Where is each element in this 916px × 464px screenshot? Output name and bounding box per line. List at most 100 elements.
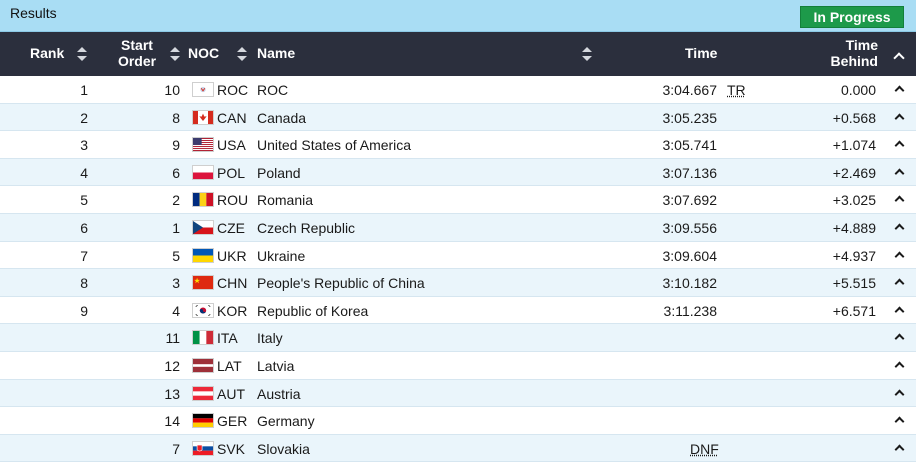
start-order-cell: 7 (172, 440, 180, 457)
expand-row-chevron-up-icon[interactable] (894, 140, 904, 148)
sort-name-icon[interactable] (582, 47, 592, 61)
expand-row-chevron-up-icon[interactable] (894, 223, 904, 231)
start-order-header-line2: Order (117, 53, 157, 69)
athlete-name-cell: Ukraine (257, 247, 306, 264)
expand-row-chevron-up-icon[interactable] (894, 444, 904, 452)
noc-cell: LAT (217, 357, 242, 374)
record-note[interactable]: TR (727, 82, 746, 98)
table-row[interactable]: 12 LAT Latvia (0, 352, 916, 380)
rank-cell: 2 (80, 109, 88, 126)
results-title: Results (10, 5, 57, 21)
table-row[interactable]: 4 6 POL Poland 3:07.136 +2.469 (0, 158, 916, 187)
athlete-name-cell: Romania (257, 192, 314, 209)
time-cell: 3:11.238 (663, 302, 717, 319)
time-behind-cell: +4.937 (832, 247, 876, 264)
expand-row-chevron-up-icon[interactable] (894, 278, 904, 286)
canada-flag-icon (192, 109, 214, 125)
china-flag-icon (192, 275, 214, 291)
table-row[interactable]: 9 4 KOR Republic of Korea 3:11.238 +6.571 (0, 297, 916, 325)
korea-flag-icon (192, 302, 214, 318)
start-order-cell: 2 (172, 192, 180, 209)
usa-flag-icon (192, 137, 214, 153)
rank-cell: 9 (80, 302, 88, 319)
expand-row-chevron-up-icon[interactable] (894, 168, 904, 176)
table-row[interactable]: 2 8 CAN Canada 3:05.235 +0.568 (0, 103, 916, 132)
athlete-name-cell: Italy (257, 330, 283, 347)
time-behind-header-line1: Time (845, 37, 878, 53)
expand-row-chevron-up-icon[interactable] (894, 333, 904, 341)
sort-start-order-icon[interactable] (170, 47, 180, 61)
noc-cell: CHN (217, 275, 248, 292)
athlete-name-cell: ROC (257, 82, 289, 98)
table-row[interactable]: 1 10 ROC ROC 3:04.667 TR 0.000 (0, 76, 916, 104)
time-column-header: Time (685, 45, 718, 61)
noc-cell: POL (217, 164, 246, 181)
time-behind-header-line2: Behind (830, 53, 878, 69)
rank-cell: 8 (80, 275, 88, 292)
table-row[interactable]: 7 5 UKR Ukraine 3:09.604 +4.937 (0, 242, 916, 270)
noc-cell: CZE (217, 219, 245, 236)
time-cell: 3:05.741 (662, 137, 718, 154)
start-order-cell: 3 (172, 275, 180, 292)
table-row[interactable]: 13 AUT Austria (0, 379, 916, 408)
start-order-cell: 10 (164, 82, 180, 98)
expand-row-chevron-up-icon[interactable] (894, 361, 904, 369)
table-row[interactable]: 8 3 CHN People's Republic of China 3:10.182 +… (0, 269, 916, 297)
time-cell: 3:10.182 (662, 275, 718, 292)
expand-row-chevron-up-icon[interactable] (894, 416, 904, 424)
expand-row-chevron-up-icon[interactable] (894, 195, 904, 203)
table-row[interactable]: 6 1 CZE Czech Republic 3:09.556 +4.889 (0, 213, 916, 242)
expand-row-chevron-up-icon[interactable] (894, 251, 904, 259)
start-order-column-header[interactable]: Start Order (118, 37, 156, 69)
slovakia-flag-icon (192, 440, 214, 456)
noc-column-header[interactable]: NOC (188, 45, 220, 61)
athlete-name-cell: Republic of Korea (257, 302, 369, 319)
time-behind-cell: +3.025 (832, 192, 876, 209)
start-order-cell: 1 (172, 219, 180, 236)
time-cell: 3:07.136 (662, 164, 718, 181)
athlete-name-cell: Germany (257, 413, 315, 430)
time-cell: 3:09.556 (662, 219, 718, 236)
rank-column-header[interactable]: Rank (30, 45, 65, 61)
results-bar: Results In Progress (0, 0, 916, 32)
table-row[interactable]: 5 2 ROU Romania 3:07.692 +3.025 (0, 186, 916, 214)
table-row[interactable]: 14 GER Germany (0, 407, 916, 435)
athlete-name-cell: Austria (257, 385, 301, 402)
start-order-header-line1: Start (121, 37, 153, 53)
table-header: Rank Start Order NOC Name Time Time Behi… (0, 32, 916, 76)
dnf-status[interactable]: DNF (690, 440, 719, 457)
athlete-name-cell: United States of America (257, 137, 412, 154)
austria-flag-icon (192, 385, 214, 401)
noc-cell: GER (217, 413, 248, 430)
rank-cell: 7 (80, 247, 88, 264)
time-behind-cell: +2.469 (832, 164, 876, 181)
table-row[interactable]: 11 ITA Italy (0, 324, 916, 352)
expand-row-chevron-up-icon[interactable] (894, 306, 904, 314)
germany-flag-icon (192, 413, 214, 429)
athlete-name-cell: Slovakia (257, 440, 310, 457)
expand-row-chevron-up-icon[interactable] (894, 389, 904, 397)
noc-cell: AUT (217, 385, 245, 402)
noc-cell: SVK (217, 440, 246, 457)
sort-rank-icon[interactable] (77, 47, 87, 61)
noc-cell: ROU (217, 192, 249, 209)
athlete-name-cell: People's Republic of China (257, 275, 425, 292)
table-row[interactable]: 7 SVK Slovakia DNF (0, 434, 916, 463)
start-order-cell: 12 (164, 357, 180, 374)
noc-cell: KOR (217, 302, 248, 319)
expand-row-chevron-up-icon[interactable] (894, 113, 904, 121)
start-order-cell: 14 (164, 413, 180, 430)
time-cell: 3:04.667 (662, 82, 718, 98)
collapse-all-chevron-up-icon[interactable] (893, 52, 905, 60)
time-cell: 3:07.692 (662, 192, 718, 209)
sort-noc-icon[interactable] (237, 47, 247, 61)
poland-flag-icon (192, 164, 214, 180)
time-behind-column-header: Time Behind (828, 37, 878, 69)
status-badge: In Progress (800, 6, 904, 28)
name-column-header[interactable]: Name (257, 45, 296, 61)
athlete-name-cell: Latvia (257, 357, 295, 374)
table-row[interactable]: 3 9 USA United States of America 3:05.741 +1.… (0, 131, 916, 159)
expand-row-chevron-up-icon[interactable] (894, 85, 904, 93)
rank-cell: 5 (80, 192, 88, 209)
athlete-name-cell: Czech Republic (257, 219, 356, 236)
